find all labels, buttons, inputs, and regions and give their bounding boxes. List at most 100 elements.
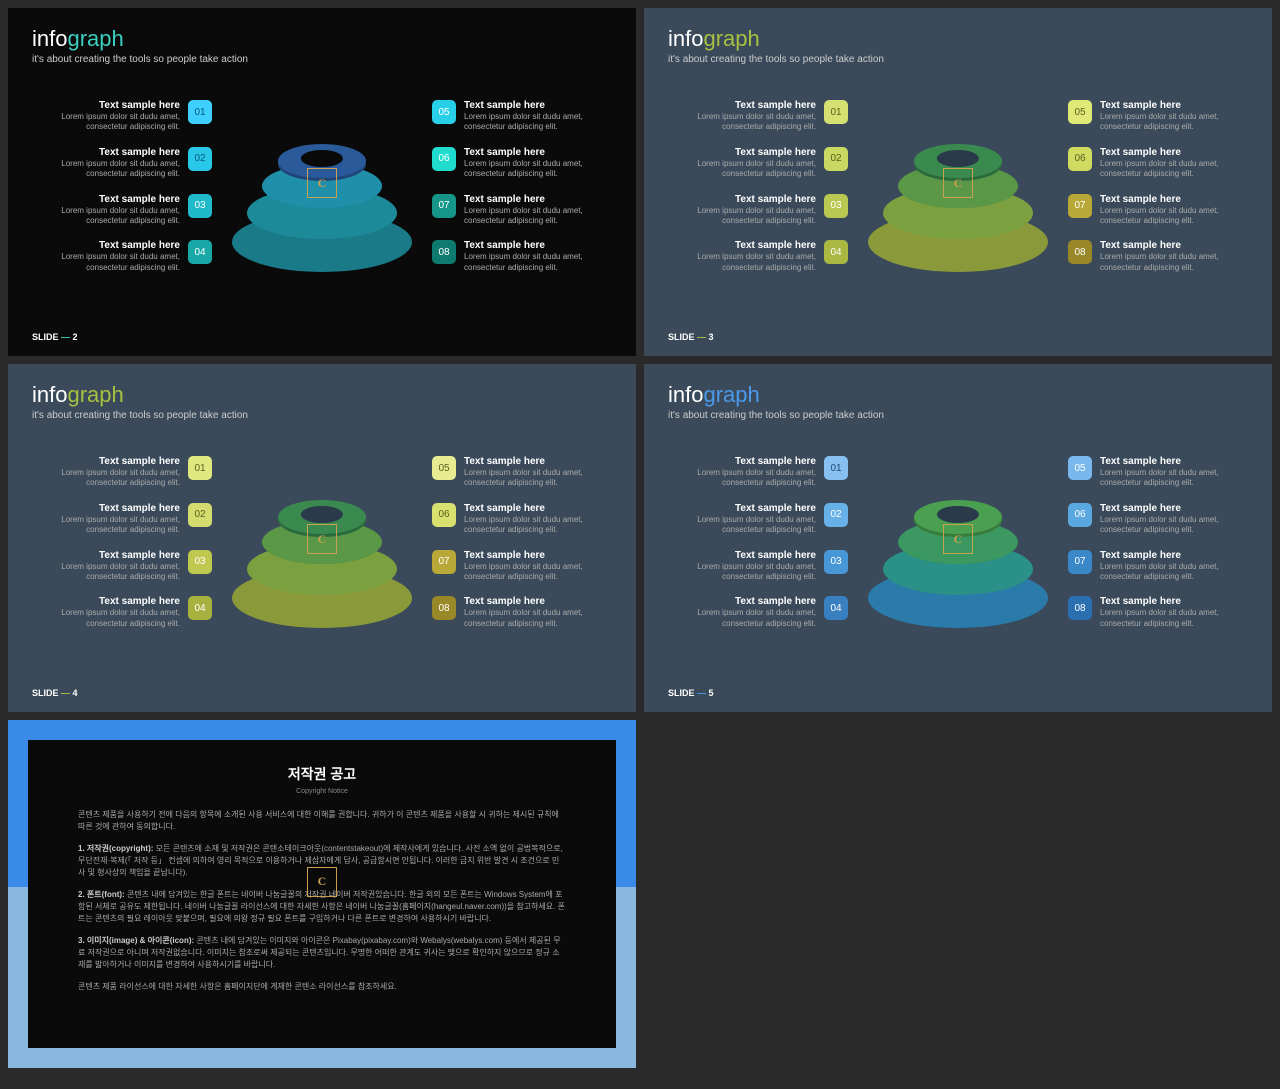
- slide-title: infograph: [32, 26, 612, 52]
- slide-subtitle: it's about creating the tools so people …: [32, 54, 612, 65]
- item-body: Lorem ipsum dolor sit dudu amet, consect…: [1100, 562, 1238, 583]
- item-body: Lorem ipsum dolor sit dudu amet, consect…: [464, 112, 602, 133]
- item-body: Lorem ipsum dolor sit dudu amet, consect…: [42, 515, 180, 536]
- item-title: Text sample here: [42, 596, 180, 607]
- item-badge: 01: [188, 100, 212, 124]
- item-title: Text sample here: [464, 503, 602, 514]
- item-badge: 08: [432, 240, 456, 264]
- item-title: Text sample here: [42, 550, 180, 561]
- item-body: Lorem ipsum dolor sit dudu amet, consect…: [678, 206, 816, 227]
- list-item: 05 Text sample here Lorem ipsum dolor si…: [432, 456, 602, 489]
- item-body: Lorem ipsum dolor sit dudu amet, consect…: [678, 159, 816, 180]
- item-body: Lorem ipsum dolor sit dudu amet, consect…: [464, 252, 602, 273]
- item-badge: 05: [432, 100, 456, 124]
- diagram-logo: C: [307, 168, 337, 198]
- right-column: 05 Text sample here Lorem ipsum dolor si…: [432, 456, 602, 629]
- item-badge: 05: [1068, 100, 1092, 124]
- list-item: 01 Text sample here Lorem ipsum dolor si…: [678, 456, 848, 489]
- slide-subtitle: it's about creating the tools so people …: [32, 410, 612, 421]
- item-body: Lorem ipsum dolor sit dudu amet, consect…: [42, 562, 180, 583]
- list-item: 03 Text sample here Lorem ipsum dolor si…: [42, 550, 212, 583]
- item-badge: 02: [188, 147, 212, 171]
- item-title: Text sample here: [1100, 147, 1238, 158]
- item-body: Lorem ipsum dolor sit dudu amet, consect…: [678, 252, 816, 273]
- item-body: Lorem ipsum dolor sit dudu amet, consect…: [464, 468, 602, 489]
- item-badge: 06: [432, 147, 456, 171]
- item-title: Text sample here: [464, 194, 602, 205]
- list-item: 04 Text sample here Lorem ipsum dolor si…: [42, 596, 212, 629]
- item-badge: 07: [1068, 194, 1092, 218]
- item-title: Text sample here: [1100, 503, 1238, 514]
- diagram-logo: C: [943, 524, 973, 554]
- ring-diagram: C: [222, 458, 422, 628]
- item-badge: 07: [432, 194, 456, 218]
- list-item: 03 Text sample here Lorem ipsum dolor si…: [678, 550, 848, 583]
- item-title: Text sample here: [678, 596, 816, 607]
- list-item: 07 Text sample here Lorem ipsum dolor si…: [1068, 194, 1238, 227]
- left-column: 01 Text sample here Lorem ipsum dolor si…: [678, 100, 848, 273]
- list-item: 08 Text sample here Lorem ipsum dolor si…: [1068, 240, 1238, 273]
- item-badge: 03: [824, 550, 848, 574]
- copyright-body: 콘텐츠 제품을 사용하기 전에 다음의 항목에 소개된 사용 서비스에 대한 이…: [78, 809, 566, 993]
- item-title: Text sample here: [678, 240, 816, 251]
- list-item: 05 Text sample here Lorem ipsum dolor si…: [1068, 100, 1238, 133]
- slide-title: infograph: [668, 26, 1248, 52]
- item-badge: 05: [432, 456, 456, 480]
- slide-subtitle: it's about creating the tools so people …: [668, 410, 1248, 421]
- list-item: 04 Text sample here Lorem ipsum dolor si…: [678, 240, 848, 273]
- item-body: Lorem ipsum dolor sit dudu amet, consect…: [678, 112, 816, 133]
- slide-subtitle: it's about creating the tools so people …: [668, 54, 1248, 65]
- item-body: Lorem ipsum dolor sit dudu amet, consect…: [1100, 112, 1238, 133]
- item-title: Text sample here: [42, 100, 180, 111]
- slide-number: SLIDE — 3: [668, 332, 714, 342]
- left-column: 01 Text sample here Lorem ipsum dolor si…: [678, 456, 848, 629]
- item-body: Lorem ipsum dolor sit dudu amet, consect…: [678, 515, 816, 536]
- item-title: Text sample here: [464, 550, 602, 561]
- list-item: 01 Text sample here Lorem ipsum dolor si…: [678, 100, 848, 133]
- copyright-logo: C: [307, 867, 337, 897]
- ring-diagram: C: [858, 458, 1058, 628]
- item-title: Text sample here: [678, 456, 816, 467]
- slide-number: SLIDE — 2: [32, 332, 78, 342]
- slide-number: SLIDE — 5: [668, 688, 714, 698]
- list-item: 05 Text sample here Lorem ipsum dolor si…: [1068, 456, 1238, 489]
- item-badge: 06: [432, 503, 456, 527]
- item-badge: 02: [824, 503, 848, 527]
- item-title: Text sample here: [1100, 100, 1238, 111]
- list-item: 02 Text sample here Lorem ipsum dolor si…: [678, 503, 848, 536]
- item-body: Lorem ipsum dolor sit dudu amet, consect…: [42, 252, 180, 273]
- item-title: Text sample here: [678, 503, 816, 514]
- item-title: Text sample here: [464, 147, 602, 158]
- item-badge: 04: [824, 240, 848, 264]
- item-title: Text sample here: [42, 147, 180, 158]
- item-badge: 08: [1068, 596, 1092, 620]
- list-item: 06 Text sample here Lorem ipsum dolor si…: [1068, 147, 1238, 180]
- list-item: 06 Text sample here Lorem ipsum dolor si…: [1068, 503, 1238, 536]
- list-item: 01 Text sample here Lorem ipsum dolor si…: [42, 456, 212, 489]
- list-item: 07 Text sample here Lorem ipsum dolor si…: [1068, 550, 1238, 583]
- item-title: Text sample here: [42, 503, 180, 514]
- right-column: 05 Text sample here Lorem ipsum dolor si…: [432, 100, 602, 273]
- left-column: 01 Text sample here Lorem ipsum dolor si…: [42, 456, 212, 629]
- item-body: Lorem ipsum dolor sit dudu amet, consect…: [42, 608, 180, 629]
- item-badge: 01: [824, 100, 848, 124]
- right-column: 05 Text sample here Lorem ipsum dolor si…: [1068, 100, 1238, 273]
- diagram-logo: C: [307, 524, 337, 554]
- item-title: Text sample here: [1100, 240, 1238, 251]
- list-item: 03 Text sample here Lorem ipsum dolor si…: [42, 194, 212, 227]
- copyright-subtitle: Copyright Notice: [78, 788, 566, 795]
- list-item: 08 Text sample here Lorem ipsum dolor si…: [432, 596, 602, 629]
- list-item: 02 Text sample here Lorem ipsum dolor si…: [42, 147, 212, 180]
- left-column: 01 Text sample here Lorem ipsum dolor si…: [42, 100, 212, 273]
- item-body: Lorem ipsum dolor sit dudu amet, consect…: [464, 206, 602, 227]
- item-body: Lorem ipsum dolor sit dudu amet, consect…: [42, 159, 180, 180]
- infograph-slide: infograph it's about creating the tools …: [644, 8, 1272, 356]
- item-body: Lorem ipsum dolor sit dudu amet, consect…: [1100, 468, 1238, 489]
- item-body: Lorem ipsum dolor sit dudu amet, consect…: [42, 206, 180, 227]
- list-item: 06 Text sample here Lorem ipsum dolor si…: [432, 503, 602, 536]
- slide-title: infograph: [32, 382, 612, 408]
- item-title: Text sample here: [42, 240, 180, 251]
- list-item: 05 Text sample here Lorem ipsum dolor si…: [432, 100, 602, 133]
- item-body: Lorem ipsum dolor sit dudu amet, consect…: [1100, 159, 1238, 180]
- item-title: Text sample here: [678, 100, 816, 111]
